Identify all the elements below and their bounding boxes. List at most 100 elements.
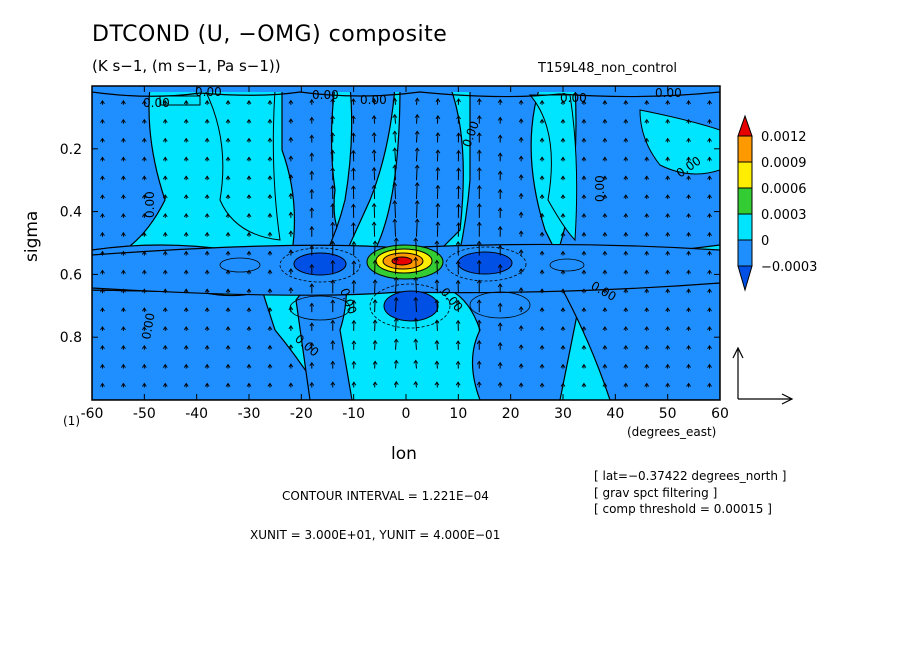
wind-vector-head <box>413 237 419 242</box>
wind-vector-head <box>309 116 315 121</box>
wind-vector-head <box>330 240 336 245</box>
wind-vector-head <box>623 250 629 255</box>
wind-vector-head <box>246 382 252 387</box>
wind-vector-head <box>330 184 336 190</box>
wind-vector-head <box>413 338 419 343</box>
wind-vector-head <box>351 240 357 246</box>
wind-vector-head <box>162 194 168 199</box>
wind-vector-head <box>434 259 440 264</box>
wind-vector-head <box>518 287 524 292</box>
wind-vector-head <box>225 307 231 312</box>
wind-vector-head <box>497 134 503 139</box>
wind-vector-head <box>581 288 587 293</box>
wind-vector-head <box>686 269 691 274</box>
wind-vector-head <box>602 194 608 199</box>
wind-vector-head <box>183 307 189 312</box>
colorbar-segment <box>737 161 753 189</box>
wind-vector <box>373 222 376 237</box>
wind-vector-head <box>183 231 189 236</box>
wind-vector-head <box>392 200 398 205</box>
wind-vector-head <box>204 156 210 161</box>
contour-label: 0.00 <box>360 93 387 107</box>
wind-vector-head <box>288 211 294 216</box>
wind-vector-head <box>581 326 587 331</box>
wind-vector-head <box>644 363 650 368</box>
wind-vector-head <box>183 250 189 255</box>
wind-vector <box>415 360 417 369</box>
wind-vector-head <box>225 363 231 368</box>
wind-vector-head <box>204 100 210 105</box>
wind-vector-head <box>141 156 147 161</box>
wind-vector-head <box>371 184 377 189</box>
wind-vector-head <box>539 118 545 123</box>
wind-vector-head <box>288 230 294 235</box>
wind-vector-head <box>707 175 712 180</box>
colorbar-label: −0.0003 <box>761 260 817 275</box>
wind-vector-head <box>414 182 420 187</box>
wind-vector-head <box>539 326 545 331</box>
wind-vector <box>436 241 438 256</box>
wind-vector-head <box>581 250 587 255</box>
wind-vector-head <box>539 269 545 274</box>
wind-vector-head <box>644 288 650 293</box>
wind-vector-head <box>539 363 545 368</box>
wind-vector-head <box>581 382 587 387</box>
wind-vector-head <box>204 288 210 293</box>
wind-vector-head <box>623 307 629 312</box>
wind-vector-head <box>225 288 231 293</box>
wind-vector-head <box>330 149 336 154</box>
wind-vector-head <box>204 137 210 142</box>
wind-vector-head <box>267 307 273 312</box>
wind-vector-head <box>162 175 168 180</box>
x-tick-label: 30 <box>554 406 572 422</box>
wind-vector-head <box>602 382 608 387</box>
wind-vector-head <box>476 319 482 324</box>
wind-vector-head <box>539 156 545 161</box>
wind-vector-head <box>414 147 420 152</box>
wind-vector <box>436 98 439 105</box>
wind-vector-head <box>435 149 441 154</box>
wind-vector-head <box>267 382 273 387</box>
wind-vector <box>394 114 397 124</box>
wind-vector-head <box>225 231 231 236</box>
wind-vector-head <box>707 250 712 255</box>
x-tick-label: -30 <box>238 406 261 422</box>
wind-vector-head <box>707 100 712 105</box>
wind-vector-head <box>393 256 399 261</box>
wind-vector-head <box>351 279 357 284</box>
wind-vector-head <box>225 250 231 255</box>
wind-vector-head <box>497 170 503 175</box>
wind-vector-head <box>246 213 252 218</box>
wind-vector-head <box>246 194 252 199</box>
wind-vector-head <box>707 194 712 199</box>
wind-vector <box>395 257 397 275</box>
x-tick-label: 20 <box>502 406 520 422</box>
wind-vector-head <box>162 326 168 331</box>
wind-vector-head <box>602 231 608 236</box>
wind-vector-head <box>288 382 294 387</box>
wind-vector-head <box>372 339 378 344</box>
wind-vector <box>415 257 417 275</box>
x-tick-label: -40 <box>185 406 208 422</box>
wind-vector-head <box>623 231 629 236</box>
wind-vector <box>395 318 397 331</box>
wind-vector-head <box>602 100 608 105</box>
wind-vector-head <box>121 382 126 387</box>
wind-vector <box>373 115 376 124</box>
wind-vector-head <box>539 99 545 105</box>
wind-vector-head <box>644 100 650 105</box>
wind-vector-head <box>686 213 691 218</box>
wind-vector-head <box>518 249 524 254</box>
wind-vector-head <box>581 175 587 180</box>
wind-vector-head <box>623 194 629 199</box>
wind-vector <box>415 98 418 105</box>
wind-vector-head <box>518 192 524 197</box>
contour-field <box>92 86 720 400</box>
wind-vector-head <box>183 269 189 274</box>
wind-vector-head <box>288 306 294 311</box>
wind-vector <box>395 360 397 369</box>
wind-vector-head <box>707 363 712 368</box>
wind-vector <box>415 339 417 350</box>
wind-vector <box>394 200 397 218</box>
wind-vector-head <box>602 118 608 123</box>
